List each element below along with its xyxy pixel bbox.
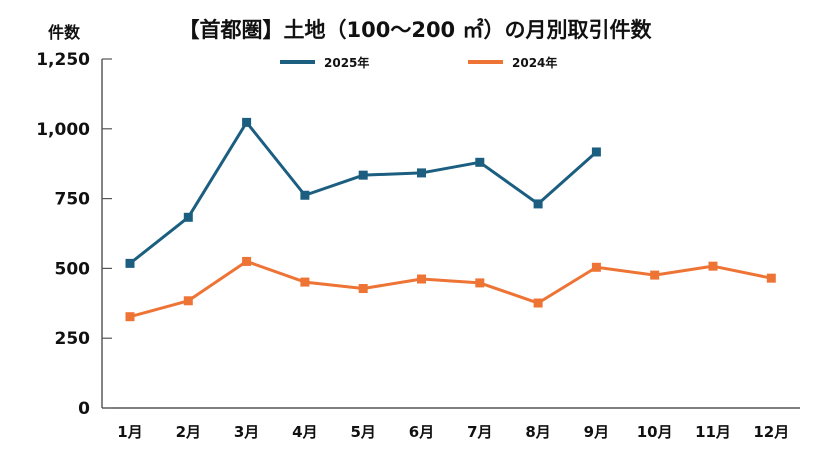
data-point — [591, 147, 601, 157]
data-point — [183, 296, 193, 306]
x-tick-label: 5月 — [350, 423, 375, 441]
data-point — [125, 258, 135, 268]
y-tick-label: 1,000 — [36, 120, 90, 140]
x-tick-label: 10月 — [637, 423, 673, 441]
legend-label: 2025年 — [324, 55, 369, 70]
data-point — [708, 261, 718, 271]
x-tick-label: 11月 — [695, 423, 731, 441]
x-tick-label: 7月 — [467, 423, 492, 441]
x-tick-label: 9月 — [584, 423, 609, 441]
x-tick-label: 8月 — [525, 423, 550, 441]
data-point — [358, 170, 368, 180]
legend: 2025年 2024年 — [280, 55, 557, 70]
data-point — [475, 157, 485, 167]
data-point — [417, 168, 426, 178]
y-tick-label: 0 — [78, 399, 90, 419]
data-point — [533, 199, 543, 209]
series-group — [125, 117, 776, 322]
data-point — [533, 298, 543, 308]
data-point — [183, 212, 193, 222]
y-tick-label: 1,250 — [36, 50, 90, 70]
series-2025年 — [125, 117, 601, 268]
x-tick-label: 2月 — [176, 423, 201, 441]
series-line — [129, 259, 772, 319]
chart-title: 【首都圏】土地（100～200 ㎡）の月別取引件数 — [179, 18, 653, 42]
y-axis-label: 件数 — [48, 23, 81, 42]
data-point — [242, 117, 252, 127]
data-point — [650, 270, 660, 280]
series-line — [129, 120, 598, 265]
x-tick-label: 12月 — [753, 423, 789, 441]
data-point — [242, 256, 252, 266]
data-point — [417, 274, 426, 284]
series-2024年 — [125, 256, 776, 322]
y-tick-label: 500 — [55, 259, 91, 279]
x-tick-label: 1月 — [117, 423, 142, 441]
data-point — [358, 284, 368, 294]
data-point — [591, 262, 601, 272]
y-tick-label: 750 — [55, 190, 91, 210]
x-tick-label: 4月 — [292, 423, 317, 441]
data-point — [300, 190, 310, 200]
data-point — [766, 273, 776, 283]
x-tick-label: 6月 — [409, 423, 434, 441]
data-point — [300, 277, 310, 287]
legend-label: 2024年 — [512, 55, 557, 70]
axes: 0 250 500 750 1,000 1,250 1月 2月 3月 4月 5月 6月 7月 8月 9月 10… — [36, 50, 800, 441]
data-point — [125, 312, 135, 322]
x-tick-label: 3月 — [234, 423, 259, 441]
data-point — [475, 278, 485, 288]
y-tick-label: 250 — [55, 329, 91, 349]
